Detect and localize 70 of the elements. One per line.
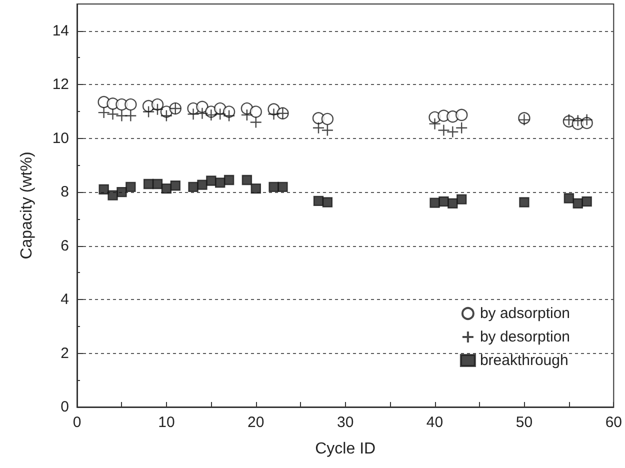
point	[196, 107, 208, 120]
point	[321, 124, 334, 136]
point	[428, 118, 441, 130]
x-tick-label: 30	[336, 414, 354, 431]
point	[446, 126, 459, 138]
x-tick-label: 50	[516, 414, 533, 431]
point	[456, 194, 467, 204]
point	[250, 183, 261, 194]
point	[572, 114, 584, 127]
y-tick-label: 8	[60, 184, 69, 201]
legend-label: by adsorption	[480, 305, 570, 322]
point	[448, 198, 458, 208]
point	[206, 176, 216, 186]
point	[152, 178, 163, 190]
y-tick-label: 6	[60, 237, 69, 254]
point	[250, 106, 262, 118]
point	[430, 198, 440, 208]
x-tick-label: 0	[72, 414, 82, 431]
point	[188, 182, 198, 192]
y-tick-label: 10	[52, 130, 69, 147]
point	[116, 110, 128, 122]
point	[582, 196, 592, 207]
point	[160, 110, 173, 122]
point	[268, 108, 280, 120]
legend-label: by desorption	[480, 328, 570, 346]
point	[438, 196, 449, 207]
point	[250, 116, 262, 128]
point	[242, 174, 252, 186]
point	[222, 110, 236, 122]
point	[98, 184, 109, 194]
point	[278, 182, 288, 192]
point	[215, 178, 226, 188]
point	[98, 106, 110, 119]
point	[187, 108, 200, 120]
point	[438, 124, 450, 136]
x-tick-label: 10	[158, 414, 175, 431]
point	[240, 108, 254, 122]
point	[580, 114, 593, 126]
x-tick-label: 60	[605, 414, 622, 431]
point	[106, 108, 119, 120]
legend-label: breakthrough	[480, 352, 568, 369]
point	[205, 108, 218, 122]
y-tick-label: 0	[60, 398, 69, 416]
x-tick-label: 40	[426, 414, 444, 431]
point	[224, 174, 234, 186]
point	[456, 122, 468, 134]
point	[124, 98, 137, 111]
y-tick-label: 4	[60, 291, 69, 308]
point	[321, 112, 334, 126]
point	[161, 183, 172, 194]
point	[312, 122, 325, 134]
point	[108, 190, 118, 200]
y-tick-label: 12	[52, 76, 69, 94]
x-axis-title: Cycle ID	[315, 440, 376, 458]
point	[116, 186, 127, 198]
point	[151, 103, 164, 116]
point	[197, 180, 208, 190]
y-tick-label: 14	[52, 22, 69, 40]
point	[519, 197, 530, 208]
y-axis-title: Capacity (wt%)	[18, 152, 36, 260]
point	[124, 110, 137, 122]
point	[142, 106, 155, 118]
point	[456, 108, 468, 122]
point	[322, 197, 333, 208]
y-tick-label: 2	[60, 344, 69, 362]
point	[564, 193, 574, 204]
point	[214, 108, 226, 120]
point	[126, 182, 136, 192]
x-tick-label: 20	[248, 414, 264, 431]
point	[170, 180, 180, 191]
